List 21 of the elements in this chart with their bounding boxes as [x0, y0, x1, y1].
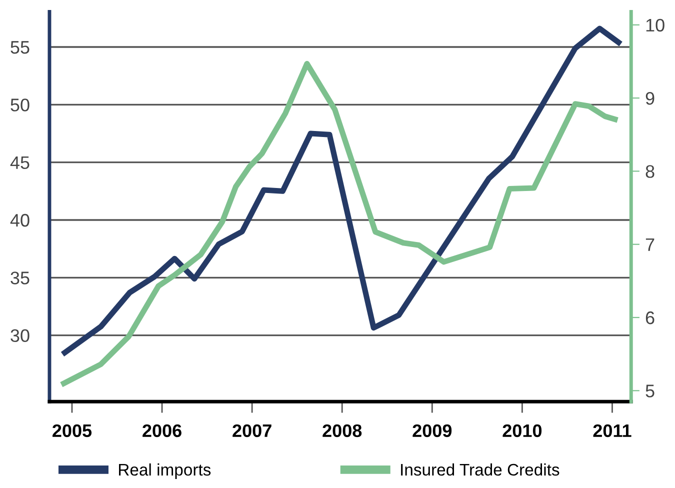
y2-tick-label: 8 — [646, 165, 654, 178]
y-tick-label: 35 — [10, 272, 30, 284]
x-tick-label: 2007 — [232, 424, 272, 438]
x-tick-label: 2008 — [322, 424, 362, 438]
y-tick-label: 45 — [10, 156, 30, 170]
y2-tick-label: 9 — [646, 92, 654, 105]
x-tick-label: 2010 — [502, 424, 542, 438]
x-tick-label: 2011 — [593, 424, 632, 438]
x-tick-label: 2005 — [52, 424, 92, 438]
y-tick-label: 40 — [10, 214, 30, 227]
legend-label: Real imports — [119, 463, 211, 479]
x-tick-label: 2009 — [412, 424, 452, 438]
y2-tick-label: 10 — [646, 18, 664, 32]
y2-tick-label: 6 — [646, 311, 654, 324]
y2-tick-label: 5 — [646, 384, 654, 398]
y-tick-label: 55 — [10, 41, 30, 54]
y-tick-label: 30 — [10, 329, 30, 342]
legend-label: Insured Trade Credits — [401, 463, 560, 476]
y2-tick-label: 7 — [646, 238, 654, 251]
x-tick-label: 2006 — [142, 424, 182, 438]
y-tick-label: 50 — [10, 98, 30, 112]
